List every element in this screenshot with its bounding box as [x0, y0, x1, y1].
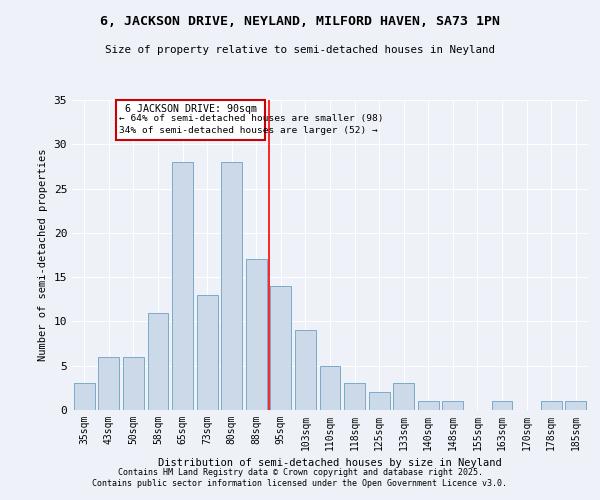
Bar [295, 330, 316, 410]
Bar [98, 357, 119, 410]
Text: Contains HM Land Registry data © Crown copyright and database right 2025.
Contai: Contains HM Land Registry data © Crown c… [92, 468, 508, 487]
Text: Size of property relative to semi-detached houses in Neyland: Size of property relative to semi-detach… [105, 45, 495, 55]
Bar [221, 162, 242, 410]
Bar [271, 286, 292, 410]
Text: 6 JACKSON DRIVE: 90sqm: 6 JACKSON DRIVE: 90sqm [125, 104, 257, 114]
Bar [344, 384, 365, 410]
Bar [320, 366, 340, 410]
Bar [123, 357, 144, 410]
Bar [393, 384, 414, 410]
Bar [148, 312, 169, 410]
FancyBboxPatch shape [116, 100, 265, 140]
Bar [418, 401, 439, 410]
Text: 6, JACKSON DRIVE, NEYLAND, MILFORD HAVEN, SA73 1PN: 6, JACKSON DRIVE, NEYLAND, MILFORD HAVEN… [100, 15, 500, 28]
Bar [442, 401, 463, 410]
Bar [246, 260, 267, 410]
Bar [172, 162, 193, 410]
Bar [565, 401, 586, 410]
Bar [541, 401, 562, 410]
Bar [491, 401, 512, 410]
Y-axis label: Number of semi-detached properties: Number of semi-detached properties [38, 149, 48, 361]
Bar [368, 392, 389, 410]
Text: 34% of semi-detached houses are larger (52) →: 34% of semi-detached houses are larger (… [119, 126, 377, 134]
Bar [74, 384, 95, 410]
Text: ← 64% of semi-detached houses are smaller (98): ← 64% of semi-detached houses are smalle… [119, 114, 383, 123]
X-axis label: Distribution of semi-detached houses by size in Neyland: Distribution of semi-detached houses by … [158, 458, 502, 468]
Bar [197, 295, 218, 410]
